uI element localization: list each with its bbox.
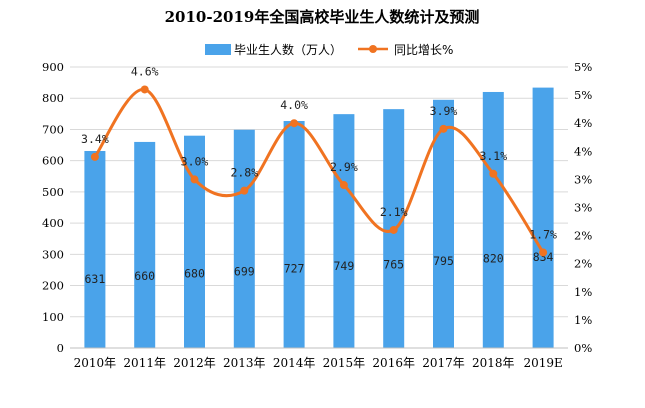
- bar-labels: 631 660 680 699 727 749 765 795 820 834: [85, 250, 554, 286]
- y-right-tick-label: 2%: [574, 229, 592, 243]
- y-left-tick-label: 400: [42, 216, 64, 230]
- growth-point: [90, 152, 99, 161]
- bar: [134, 141, 156, 348]
- growth-points: [90, 85, 548, 257]
- growth-value-label: 3.4%: [81, 132, 109, 146]
- bar: [333, 114, 355, 348]
- x-tick-label: 2012年: [173, 356, 216, 370]
- growth-point: [439, 124, 448, 133]
- y-left-tick-label: 700: [42, 122, 64, 136]
- y-right-tick-label: 5%: [574, 88, 592, 102]
- growth-value-label: 2.9%: [330, 160, 358, 174]
- growth-value-label: 4.6%: [131, 64, 159, 78]
- x-tick-label: 2010年: [74, 356, 117, 370]
- x-tick-label: 2013年: [223, 356, 266, 370]
- x-tick-label: 2014年: [273, 356, 316, 370]
- y-right-tick-label: 2%: [574, 257, 592, 271]
- legend-line-marker: [369, 45, 377, 53]
- bar-value-label: 660: [134, 269, 155, 283]
- y-axis-left-ticks: 0 100 200 300 400 500 600 700 800 900: [42, 60, 64, 355]
- y-left-tick-label: 300: [42, 247, 64, 261]
- growth-value-label: 4.0%: [280, 98, 308, 112]
- growth-point: [140, 85, 149, 94]
- legend-line-label: 同比增长%: [394, 43, 453, 57]
- y-left-tick-label: 500: [42, 185, 64, 199]
- bar-value-label: 834: [533, 250, 554, 264]
- bar: [482, 91, 504, 348]
- legend: 毕业生人数（万人） 同比增长%: [205, 42, 453, 57]
- bar: [532, 87, 554, 349]
- y-left-tick-label: 800: [42, 91, 64, 105]
- bar-value-label: 699: [234, 265, 255, 279]
- y-left-tick-label: 900: [42, 60, 64, 74]
- growth-point: [539, 248, 548, 257]
- y-right-tick-label: 3%: [574, 172, 592, 186]
- growth-value-label: 3.1%: [479, 149, 507, 163]
- bar-value-label: 680: [184, 267, 205, 281]
- bar-value-label: 820: [483, 251, 504, 265]
- bar: [433, 99, 454, 349]
- x-tick-label: 2016年: [372, 356, 415, 370]
- bar: [184, 135, 205, 348]
- y-left-tick-label: 200: [42, 279, 64, 293]
- growth-value-label: 3.0%: [181, 154, 209, 168]
- y-right-tick-label: 0%: [574, 341, 592, 355]
- bar: [233, 129, 255, 348]
- y-right-tick-label: 1%: [574, 313, 592, 327]
- bar-value-label: 727: [284, 262, 305, 276]
- x-axis-ticks: 2010年 2011年 2012年 2013年 2014年 2015年 2016年 2017年…: [74, 356, 563, 370]
- bar-value-label: 765: [383, 257, 404, 271]
- growth-value-label: 3.9%: [430, 104, 458, 118]
- growth-point: [389, 225, 398, 234]
- growth-point: [489, 169, 498, 178]
- y-right-tick-label: 4%: [574, 116, 592, 130]
- y-left-tick-label: 0: [57, 341, 64, 355]
- y-left-tick-label: 600: [42, 154, 64, 168]
- growth-labels: 3.4% 4.6% 3.0% 2.8% 4.0% 2.9% 2.1% 3.9% 3.1% 1.7%: [81, 64, 557, 241]
- growth-value-label: 1.7%: [529, 227, 557, 241]
- growth-point: [190, 175, 199, 184]
- y-axis-right-ticks: 0% 1% 1% 2% 2% 3% 3% 4% 4% 5% 5%: [574, 60, 592, 355]
- x-tick-label: 2015年: [323, 356, 366, 370]
- x-tick-label: 2018年: [472, 356, 515, 370]
- bar: [84, 150, 106, 348]
- x-tick-label: 2017年: [422, 356, 465, 370]
- legend-bar-label: 毕业生人数（万人）: [234, 42, 342, 57]
- bar-value-label: 795: [433, 254, 454, 268]
- x-tick-label: 2019E: [523, 356, 562, 370]
- y-right-tick-label: 5%: [574, 60, 592, 74]
- y-right-tick-label: 4%: [574, 144, 592, 158]
- growth-line-path: [93, 87, 545, 254]
- y-right-tick-label: 1%: [574, 285, 592, 299]
- y-right-tick-label: 3%: [574, 201, 592, 215]
- bar-value-label: 749: [334, 259, 355, 273]
- growth-point: [290, 119, 299, 128]
- x-tick-label: 2011年: [123, 356, 166, 370]
- growth-value-label: 2.8%: [230, 166, 258, 180]
- chart-title: 2010-2019年全国高校毕业生人数统计及预测: [165, 8, 480, 26]
- growth-point: [339, 181, 348, 190]
- bars: [84, 87, 554, 349]
- growth-point: [240, 186, 249, 195]
- bar: [283, 121, 305, 349]
- legend-bar-swatch: [205, 44, 231, 55]
- y-left-tick-label: 100: [42, 310, 64, 324]
- bar-value-label: 631: [85, 272, 106, 286]
- growth-value-label: 2.1%: [380, 205, 408, 219]
- growth-line: [93, 87, 545, 254]
